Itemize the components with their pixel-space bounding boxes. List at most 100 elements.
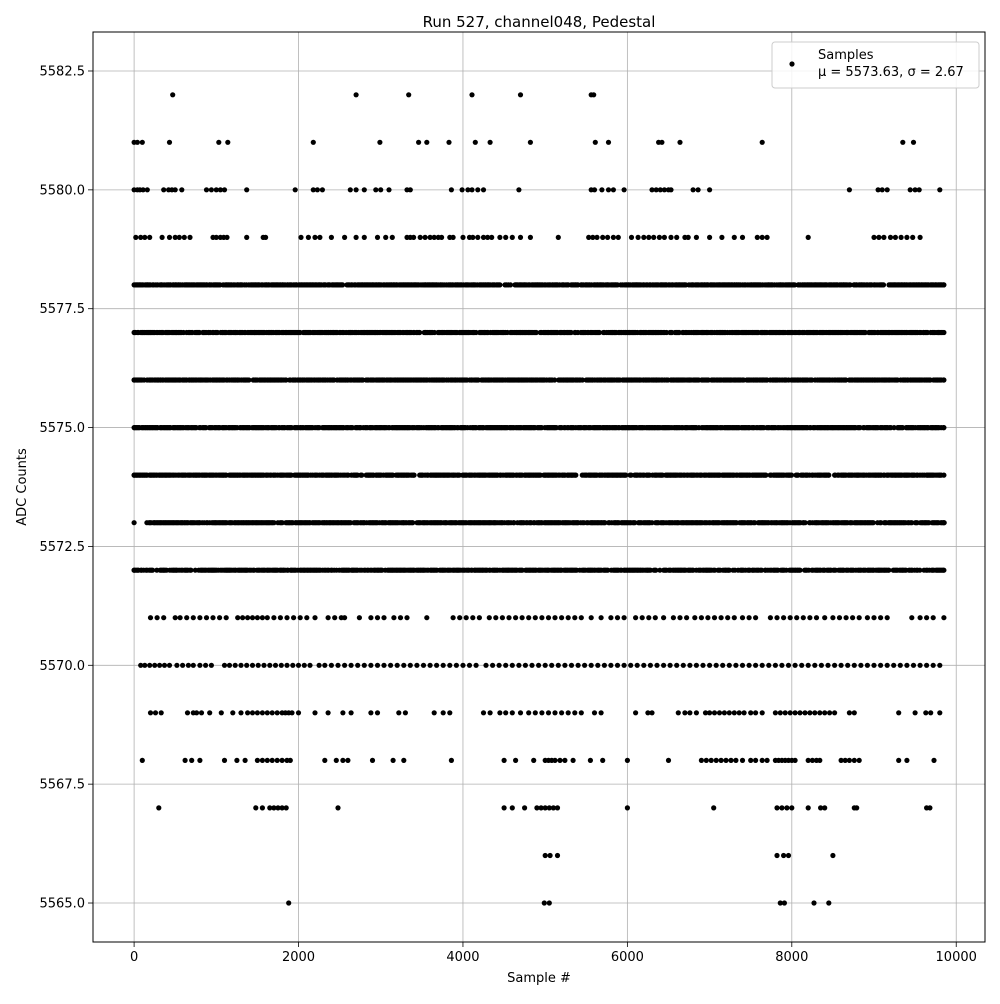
data-point [913,710,918,715]
data-point [488,140,493,145]
data-point [878,615,883,620]
data-point [782,900,787,905]
data-point [699,615,704,620]
data-point [265,710,270,715]
data-point [773,663,778,668]
data-point [454,663,459,668]
data-point [814,615,819,620]
data-point [447,710,452,715]
data-point [510,710,515,715]
data-point [611,187,616,192]
data-point [896,758,901,763]
data-point [298,615,303,620]
data-point [290,663,295,668]
data-point [582,663,587,668]
data-point [760,710,765,715]
data-point [732,710,737,715]
data-point [819,663,824,668]
data-point [783,710,788,715]
data-point [592,710,597,715]
data-point [315,187,320,192]
data-point [646,615,651,620]
data-point [362,187,367,192]
data-point [865,663,870,668]
data-point [668,187,673,192]
data-point [559,710,564,715]
data-point [187,235,192,240]
data-point [694,235,699,240]
data-point [434,663,439,668]
data-point [520,615,525,620]
data-point [760,663,765,668]
data-point [628,663,633,668]
data-point [681,663,686,668]
data-point [852,710,857,715]
data-point [566,710,571,715]
data-point [709,758,714,763]
data-point [354,235,359,240]
data-point [148,710,153,715]
data-point [755,235,760,240]
data-point [876,235,881,240]
data-point [941,282,946,287]
data-point [381,663,386,668]
data-point [362,663,367,668]
data-point [354,187,359,192]
data-point [370,758,375,763]
data-point [506,615,511,620]
data-point [191,615,196,620]
data-point [924,663,929,668]
data-point [396,710,401,715]
data-point [240,615,245,620]
data-point [322,663,327,668]
data-point [378,187,383,192]
data-point [844,615,849,620]
data-point [806,805,811,810]
data-point [543,853,548,858]
data-point [850,615,855,620]
data-point [412,473,417,478]
data-point [342,615,347,620]
data-point [153,710,158,715]
data-point [760,140,765,145]
data-point [235,615,240,620]
data-point [368,615,373,620]
data-point [481,710,486,715]
data-point [712,615,717,620]
data-point [904,663,909,668]
data-point [941,520,946,525]
data-point [250,615,255,620]
data-point [615,663,620,668]
data-point [533,615,538,620]
data-point [503,663,508,668]
data-point [133,235,138,240]
data-point [161,615,166,620]
data-point [497,710,502,715]
data-point [594,235,599,240]
data-point [408,663,413,668]
data-point [222,663,227,668]
data-point [941,473,946,478]
data-point [552,710,557,715]
data-point [911,663,916,668]
data-point [686,235,691,240]
data-point [203,663,208,668]
data-point [423,235,428,240]
data-point [668,663,673,668]
data-point [335,805,340,810]
data-point [408,187,413,192]
data-point [510,235,515,240]
data-point [406,92,411,97]
data-point [880,187,885,192]
data-point [513,615,518,620]
data-point [931,758,936,763]
data-point [593,140,598,145]
data-point [340,710,345,715]
data-point [826,900,831,905]
data-point [526,710,531,715]
data-point [390,235,395,240]
data-point [173,615,178,620]
y-tick-label: 5567.5 [40,778,86,793]
data-point [487,615,492,620]
